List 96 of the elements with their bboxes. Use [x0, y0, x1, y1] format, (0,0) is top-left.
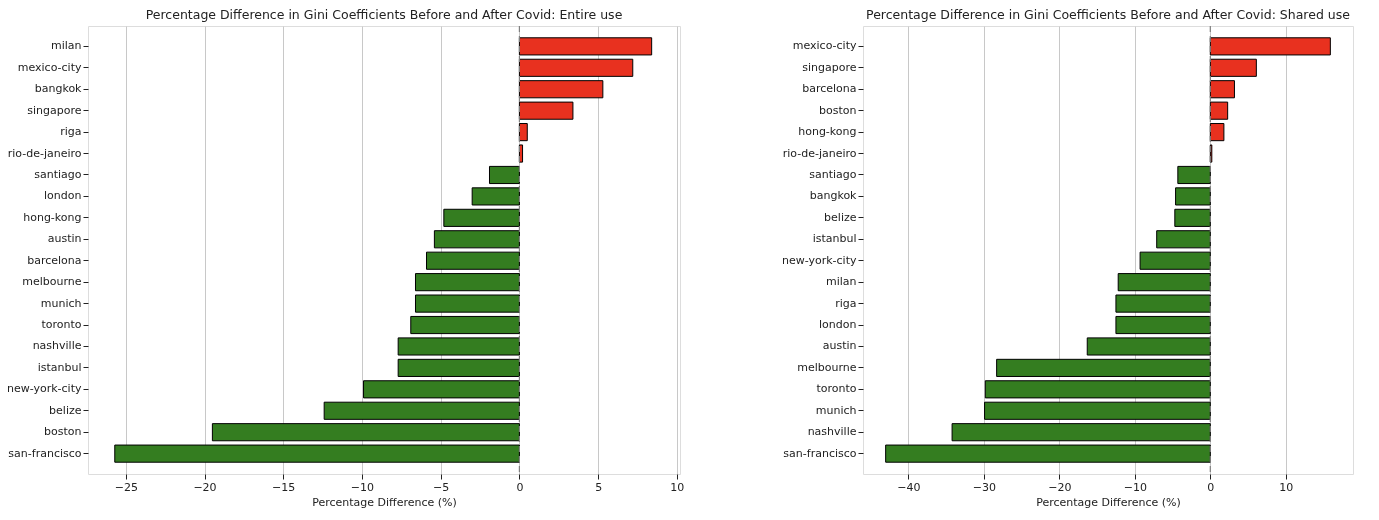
bar	[1175, 187, 1211, 206]
bar	[1209, 58, 1257, 77]
y-tick-label: mexico-city	[792, 39, 857, 53]
bar	[1117, 273, 1211, 292]
y-tick-label: belize	[824, 210, 857, 224]
y-tick-label: barcelona	[802, 82, 857, 96]
bar	[518, 101, 574, 120]
y-tick-label: munich	[815, 403, 857, 417]
y-tick-label: austin	[47, 232, 82, 246]
bar	[414, 294, 520, 313]
y-tick-label: riga	[60, 125, 82, 139]
bar	[1156, 230, 1211, 249]
bar	[397, 337, 520, 356]
y-tick-label: bangkok	[809, 189, 858, 203]
y-tick-label: singapore	[802, 60, 857, 74]
y-tick-label: toronto	[816, 382, 857, 396]
y-tick-label: santiago	[34, 167, 82, 181]
bar	[1177, 165, 1211, 185]
x-tick-label: −20	[1048, 480, 1072, 494]
y-tick-label: singapore	[27, 103, 82, 117]
bar	[488, 165, 520, 185]
y-tick-label: hong-kong	[798, 125, 857, 139]
y-tick-label: rio-de-janeiro	[782, 146, 857, 160]
bar	[397, 358, 520, 377]
bar	[323, 401, 520, 420]
x-tick-label: −10	[1123, 480, 1147, 494]
x-tick-label: −20	[193, 480, 217, 494]
bar	[951, 423, 1211, 442]
y-tick-label: rio-de-janeiro	[7, 146, 82, 160]
y-tick-label: hong-kong	[23, 210, 82, 224]
x-tick-label: −15	[272, 480, 296, 494]
x-axis-title: Percentage Difference (%)	[312, 495, 457, 509]
y-tick-label: new-york-city	[6, 382, 82, 396]
bar	[1139, 251, 1211, 270]
y-tick-label: munich	[40, 296, 82, 310]
y-tick-label: riga	[835, 296, 857, 310]
x-tick-label: 0	[1207, 480, 1215, 494]
x-tick-label: −5	[433, 480, 450, 494]
y-tick-label: milan	[825, 275, 857, 289]
y-tick-label: new-york-city	[781, 253, 857, 267]
bar	[518, 123, 528, 142]
y-tick-label: barcelona	[27, 253, 82, 267]
y-tick-label: san-francisco	[783, 446, 857, 460]
y-tick-label: london	[819, 318, 857, 332]
y-tick-label: london	[44, 189, 82, 203]
bar	[1209, 37, 1331, 56]
bar	[984, 380, 1211, 399]
y-tick-label: mexico-city	[17, 60, 82, 74]
bar	[1174, 208, 1211, 227]
y-tick-label: milan	[50, 39, 82, 53]
x-tick-label: 5	[595, 480, 603, 494]
x-axis-title: Percentage Difference (%)	[1036, 495, 1181, 509]
y-tick-label: istanbul	[37, 360, 82, 374]
y-tick-label: boston	[44, 425, 82, 439]
x-tick-label: 10	[670, 480, 685, 494]
bar	[211, 423, 520, 442]
bar	[1086, 337, 1211, 356]
bar	[518, 37, 653, 56]
bar	[363, 380, 520, 399]
bar	[410, 315, 520, 335]
x-tick-label: 10	[1279, 480, 1294, 494]
bar	[114, 444, 520, 463]
y-tick-label: toronto	[41, 318, 82, 332]
bar	[414, 273, 520, 292]
y-tick-label: santiago	[809, 167, 857, 181]
bar	[996, 358, 1211, 377]
x-tick-label: −40	[897, 480, 921, 494]
bar	[471, 187, 520, 206]
bar	[443, 208, 520, 227]
bar	[1115, 294, 1211, 313]
x-tick-label: 0	[516, 480, 524, 494]
y-tick-label: istanbul	[812, 232, 857, 246]
bar	[1209, 101, 1229, 120]
y-tick-label: melbourne	[797, 360, 857, 374]
y-tick-label: belize	[49, 403, 82, 417]
bar	[1209, 123, 1225, 142]
x-tick-label: −30	[972, 480, 996, 494]
y-tick-label: nashville	[807, 425, 857, 439]
bar	[518, 80, 604, 99]
x-tick-label: −25	[114, 480, 138, 494]
bar	[433, 230, 520, 249]
bar	[1115, 315, 1211, 335]
y-tick-label: bangkok	[34, 82, 83, 96]
bar	[518, 58, 634, 77]
y-tick-label: san-francisco	[8, 446, 82, 460]
chart-title: Percentage Difference in Gini Coefficients Before and After Covid: Shared use	[866, 6, 1351, 22]
x-tick-label: −10	[350, 480, 375, 494]
y-tick-label: boston	[819, 103, 857, 117]
bar	[426, 251, 520, 270]
bar	[885, 444, 1211, 463]
y-tick-label: austin	[822, 339, 857, 353]
y-tick-label: nashville	[32, 339, 82, 353]
bar	[1209, 80, 1235, 99]
y-tick-label: melbourne	[22, 275, 82, 289]
chart-title: Percentage Difference in Gini Coefficients Before and After Covid: Entire use	[145, 6, 623, 22]
bar	[984, 401, 1211, 420]
